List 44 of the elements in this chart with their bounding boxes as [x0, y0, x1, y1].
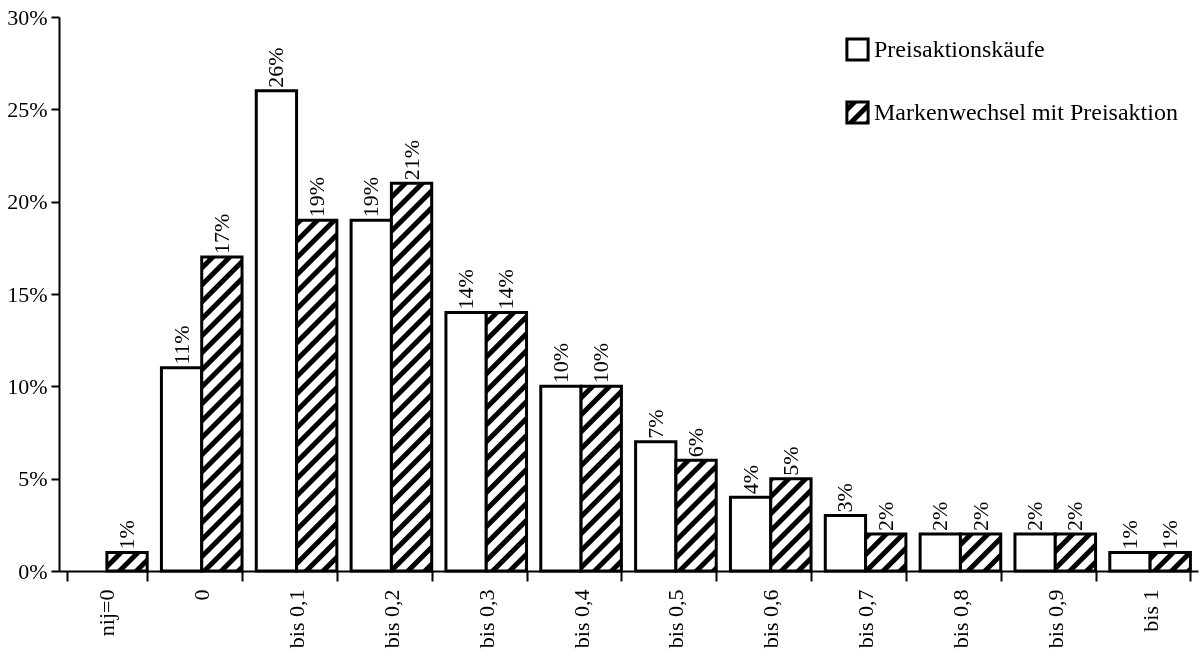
y-tick-label: 15%: [7, 281, 48, 307]
x-tick-label: bis 0,6: [758, 589, 784, 649]
data-label: 26%: [263, 47, 289, 88]
legend-label: Markenwechsel mit Preisaktion: [874, 98, 1178, 125]
x-tick-label: bis 0,5: [663, 589, 689, 649]
y-tick-label: 10%: [7, 373, 48, 399]
legend-label: Preisaktionskäufe: [874, 35, 1045, 62]
data-label: 10%: [547, 343, 573, 384]
x-tick-label: bis 0,4: [568, 589, 594, 649]
x-tick-label: bis 0,8: [947, 589, 973, 649]
data-label: 4%: [737, 464, 763, 495]
data-label: 3%: [832, 483, 858, 513]
data-label: 19%: [303, 176, 329, 218]
x-tick-label: bis 0,7: [853, 589, 879, 649]
x-tick-label: bis 0,9: [1042, 589, 1068, 649]
x-tick-label: nij=0: [94, 589, 120, 637]
data-label: 17%: [208, 213, 234, 255]
x-tick-label: 0: [189, 589, 215, 601]
data-label: 19%: [358, 176, 384, 218]
data-label: 2%: [1062, 501, 1088, 532]
data-label: 1%: [1157, 520, 1183, 550]
data-label: 1%: [1116, 520, 1142, 550]
y-tick-label: 25%: [7, 96, 48, 122]
x-tick-label: bis 1: [1137, 589, 1163, 632]
y-tick-label: 0%: [18, 558, 48, 584]
y-tick-label: 20%: [7, 189, 48, 215]
data-label: 11%: [168, 325, 194, 365]
data-label: 2%: [967, 501, 993, 532]
y-tick-label: 30%: [7, 4, 48, 30]
data-label: 7%: [642, 409, 668, 439]
data-label: 2%: [927, 501, 953, 532]
data-label: 14%: [453, 269, 479, 310]
data-label: 10%: [588, 343, 614, 384]
y-tick-label: 5%: [18, 466, 48, 492]
x-tick-label: bis 0,3: [473, 589, 499, 649]
data-label: 5%: [777, 446, 803, 476]
data-label: 2%: [872, 501, 898, 532]
data-label: 2%: [1022, 501, 1048, 532]
x-tick-label: bis 0,1: [284, 589, 310, 649]
data-label: 21%: [398, 139, 424, 181]
data-label: 14%: [493, 269, 519, 310]
data-label: 1%: [114, 520, 140, 550]
data-label: 6%: [683, 427, 709, 458]
x-tick-label: bis 0,2: [378, 589, 404, 649]
